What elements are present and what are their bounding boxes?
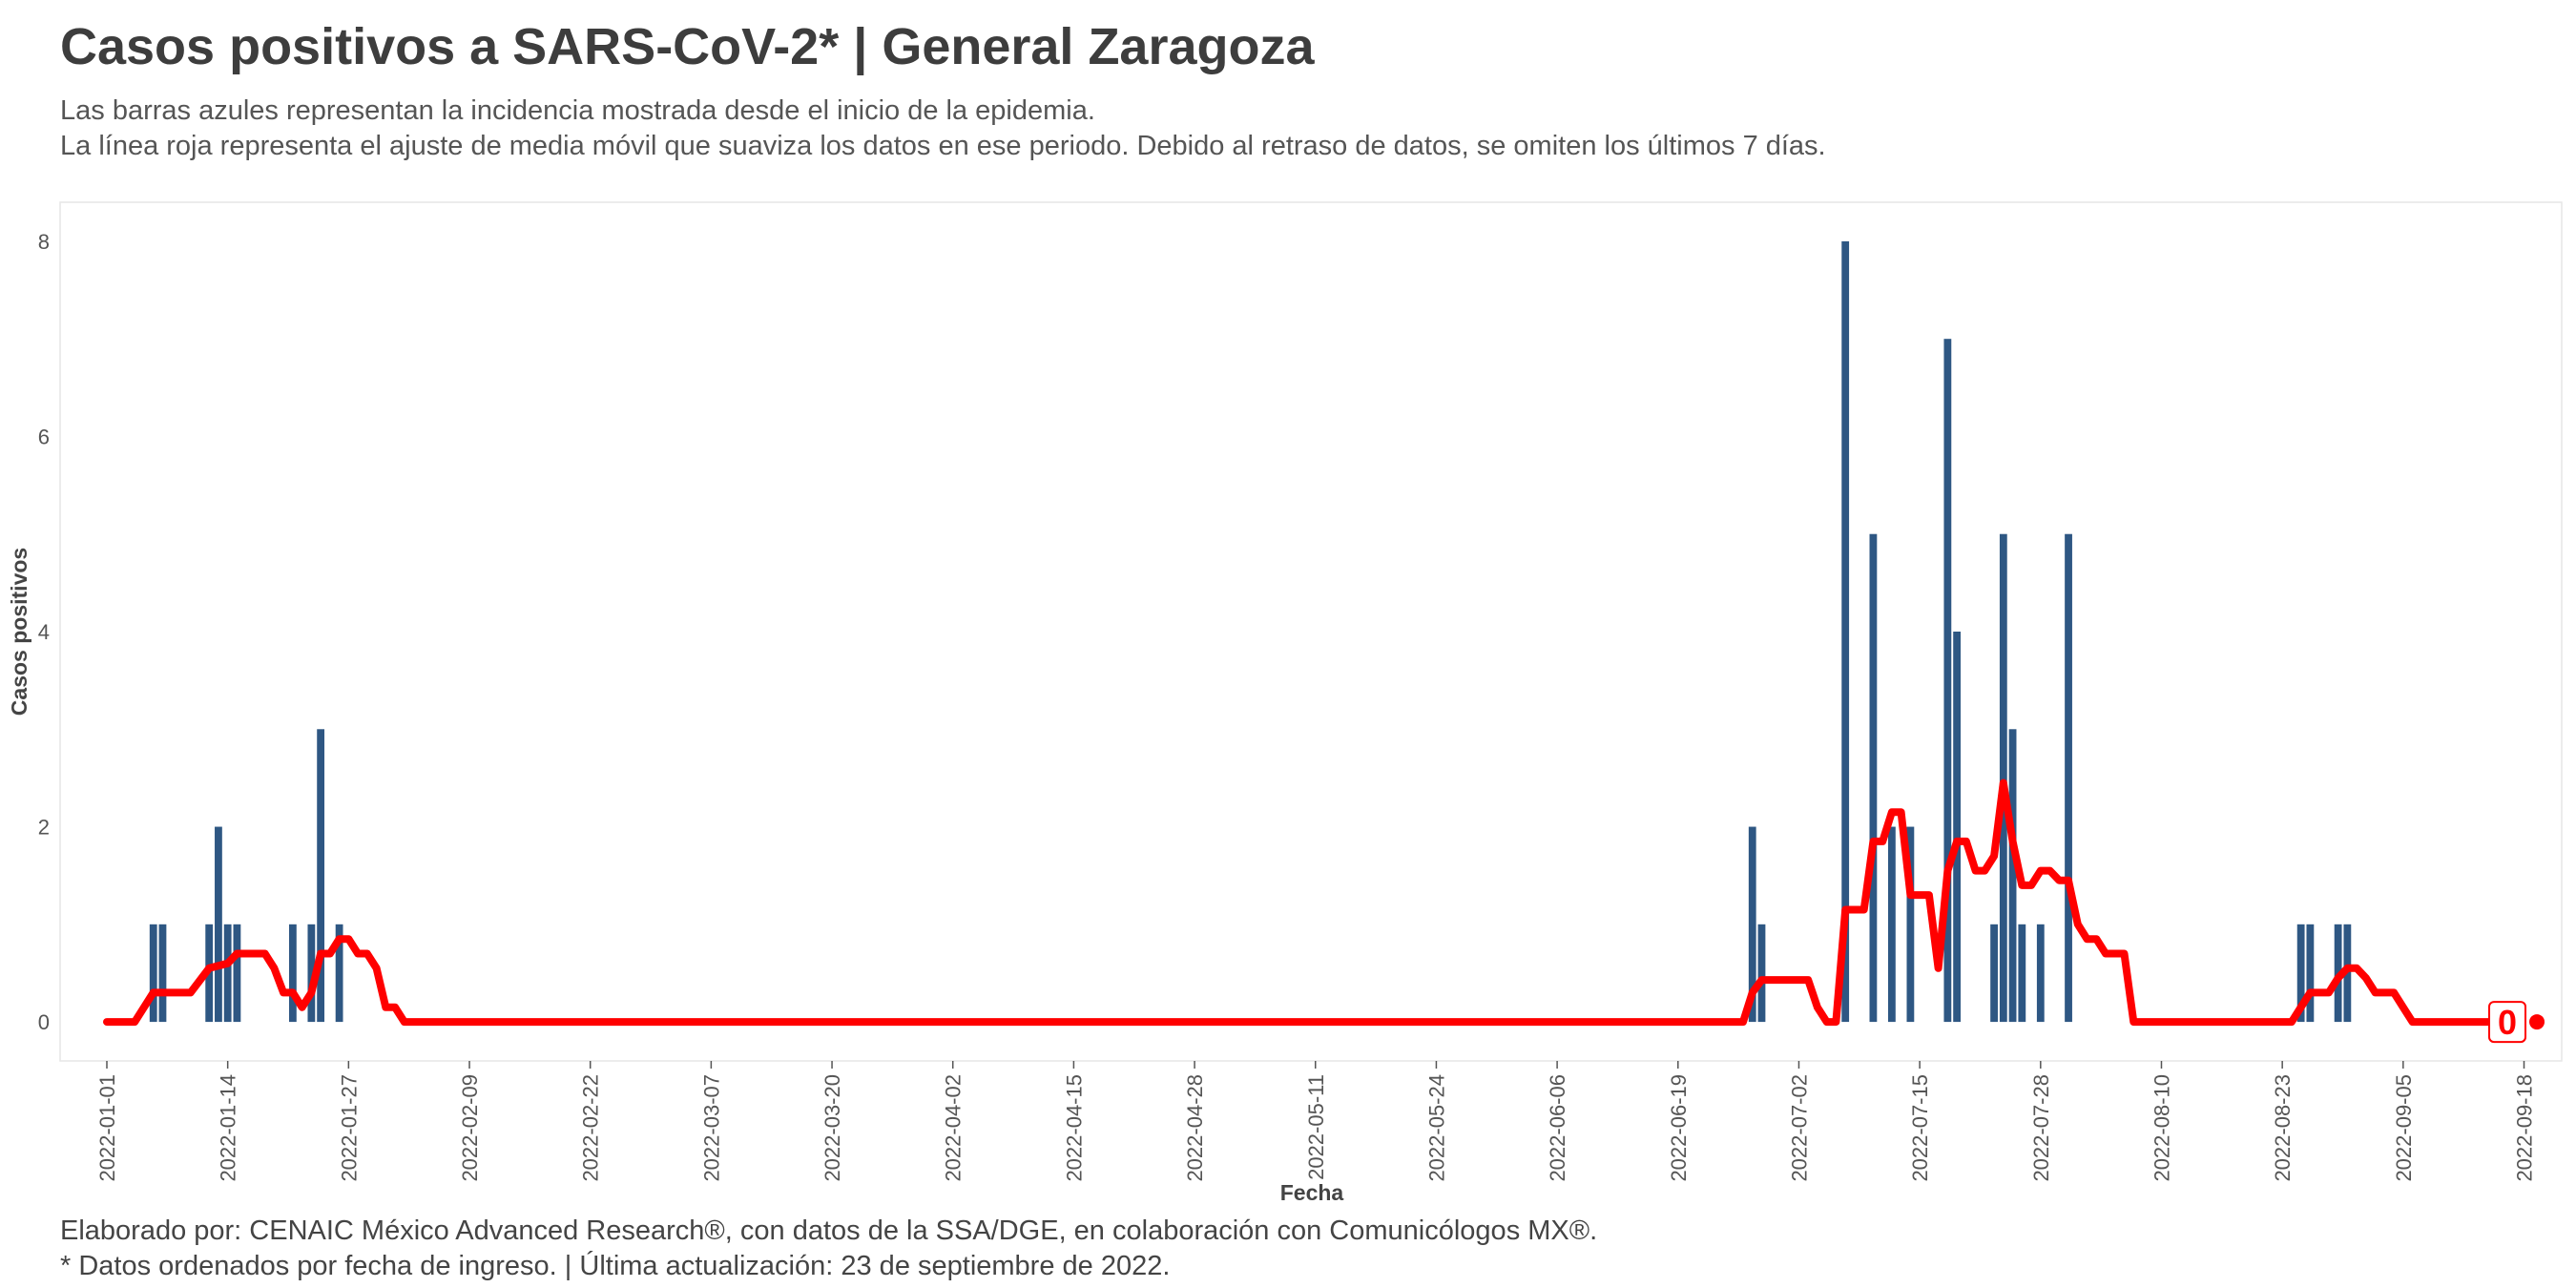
bar	[1906, 826, 1915, 1023]
bar	[1841, 240, 1850, 1023]
x-tick-label: 2022-08-23	[2271, 1074, 2295, 1182]
bar	[1953, 632, 1962, 1023]
bar	[2008, 729, 2017, 1023]
y-tick-label: 8	[38, 230, 50, 254]
x-tick-label: 2022-01-14	[217, 1074, 240, 1182]
bar	[2306, 924, 2315, 1023]
bar	[2018, 924, 2026, 1023]
x-tick-label: 2022-08-10	[2150, 1074, 2173, 1182]
x-tick-label: 2022-04-02	[942, 1074, 966, 1182]
bar	[335, 924, 343, 1023]
bar	[2036, 924, 2045, 1023]
x-tick-label: 2022-06-19	[1667, 1074, 1691, 1182]
chart-subtitle: Las barras azules representan la inciden…	[60, 93, 1826, 164]
end-label-text: 0	[2498, 1003, 2517, 1042]
x-tick-label: 2022-05-24	[1424, 1074, 1448, 1182]
x-tick-label: 2022-01-27	[337, 1074, 361, 1182]
bar	[288, 924, 297, 1023]
x-tick-label: 2022-03-20	[821, 1074, 844, 1182]
bar	[1888, 826, 1896, 1023]
plot-frame	[59, 201, 2563, 1062]
y-tick-label: 2	[38, 816, 50, 840]
bar	[158, 924, 167, 1023]
end-point	[2529, 1014, 2545, 1030]
y-tick-label: 4	[38, 620, 50, 644]
y-axis-title: Casos positivos	[7, 548, 31, 716]
bar	[1869, 533, 1878, 1023]
caption-line-2: * Datos ordenados por fecha de ingreso. …	[60, 1251, 1171, 1281]
subtitle-line-1: Las barras azules representan la inciden…	[60, 95, 1095, 126]
bar	[317, 729, 325, 1023]
x-tick-label: 2022-02-09	[458, 1074, 482, 1182]
y-tick-label: 0	[38, 1010, 50, 1034]
x-tick-label: 2022-07-28	[2029, 1074, 2053, 1182]
y-tick-label: 6	[38, 425, 50, 448]
x-tick-label: 2022-07-02	[1787, 1074, 1811, 1182]
x-tick-label: 2022-01-01	[95, 1074, 119, 1182]
x-axis-title: Fecha	[1280, 1180, 1344, 1202]
bar	[2296, 924, 2305, 1023]
end-label-box	[2488, 1001, 2527, 1044]
bar	[223, 924, 232, 1023]
x-tick-label: 2022-02-22	[579, 1074, 603, 1182]
caption-line-1: Elaborado por: CENAIC México Advanced Re…	[60, 1215, 1598, 1246]
bar	[1999, 533, 2007, 1023]
x-tick-label: 2022-04-28	[1183, 1074, 1207, 1182]
bar	[1990, 924, 1998, 1023]
bar	[307, 924, 316, 1023]
x-tick-label: 2022-09-05	[2392, 1074, 2416, 1182]
bar	[1748, 826, 1756, 1023]
subtitle-line-2: La línea roja representa el ajuste de me…	[60, 131, 1826, 161]
x-tick-label: 2022-04-15	[1062, 1074, 1086, 1182]
x-tick-label: 2022-03-07	[699, 1074, 723, 1182]
x-tick-label: 2022-06-06	[1546, 1074, 1569, 1182]
chart-title: Casos positivos a SARS-CoV-2* | General …	[60, 18, 1315, 75]
x-tick-label: 2022-05-11	[1304, 1074, 1328, 1180]
bar	[215, 826, 222, 1023]
x-tick-label: 2022-09-18	[2513, 1074, 2537, 1182]
moving-average-line	[103, 779, 2509, 1027]
bar	[149, 924, 157, 1023]
bar	[1943, 339, 1952, 1023]
bar	[2065, 533, 2072, 1023]
chart-plot: 0 2 4 6 8 2022-01-01 2022-01-14 2022-01-27 2022-…	[7, 201, 2563, 1202]
chart-caption: Elaborado por: CENAIC México Advanced Re…	[60, 1214, 1597, 1284]
bar	[1757, 924, 1766, 1023]
bar	[233, 924, 241, 1023]
x-tick-label: 2022-07-15	[1908, 1074, 1932, 1182]
